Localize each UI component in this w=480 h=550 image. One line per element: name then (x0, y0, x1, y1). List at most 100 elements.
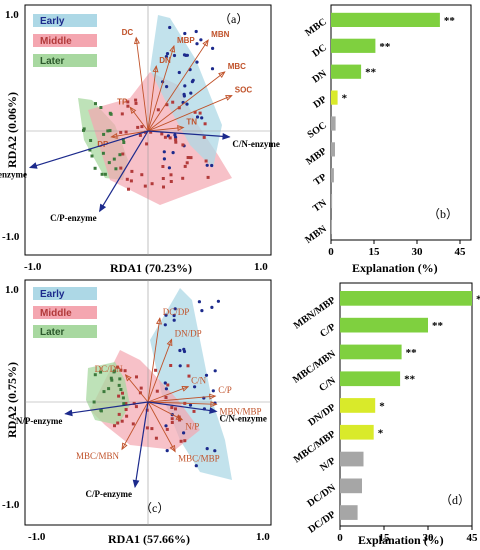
c-point-early (182, 431, 186, 435)
b-bar-label-8: MBN (303, 223, 329, 246)
a-point-early (164, 55, 168, 59)
d-bar-7 (340, 478, 362, 494)
c-point-early (178, 364, 182, 368)
a-point-middle (119, 166, 123, 170)
c-point-later (117, 383, 121, 387)
c-point-middle (177, 415, 181, 419)
c-env-arrowhead-6 (175, 414, 184, 421)
a-point-middle (160, 132, 164, 136)
a-point-early (199, 38, 203, 42)
d-xtick-0: 0 (337, 532, 343, 544)
a-point-middle (126, 100, 130, 104)
a-env-arrow-4 (147, 71, 225, 132)
c-point-early (216, 299, 220, 303)
a-point-middle (138, 133, 142, 137)
b-bar-label-7: TN (311, 197, 329, 214)
panel-c-label: （c） (140, 501, 169, 515)
c-point-middle (117, 394, 121, 398)
c-env-label-6: N/P (185, 422, 199, 432)
a-point-early (165, 52, 170, 56)
b-bar-label-3: DP (311, 94, 328, 111)
d-bar-sig-1: ** (432, 320, 444, 332)
a-env-arrowhead-1 (169, 44, 176, 53)
c-point-later (112, 370, 116, 374)
a-point-later (118, 153, 122, 157)
panel-b-xlabel: Explanation (%) (352, 261, 438, 275)
c-point-middle (119, 368, 123, 372)
d-bar-4 (340, 398, 376, 413)
a-point-middle (121, 152, 125, 156)
a-point-middle (185, 161, 189, 165)
a-point-middle (171, 100, 175, 104)
a-point-middle (198, 111, 202, 115)
panel-c-ytick-bottom: -1.0 (2, 499, 20, 511)
a-point-early (185, 102, 189, 106)
panel-a-ytick-top: 1.0 (5, 9, 19, 21)
c-env-arrowhead-3 (181, 385, 190, 392)
a-point-early (210, 67, 215, 71)
c-point-middle (134, 405, 138, 409)
c-point-early (193, 385, 197, 389)
a-env-label-0: DC (122, 28, 134, 37)
c-point-later (121, 396, 125, 400)
c-point-middle (166, 383, 170, 387)
a-point-middle (119, 130, 123, 134)
a-point-later (121, 138, 125, 142)
panel-a-vectors: DCMBPDNMBNMBCSOCTPDPTNC/N-enzymeN/P-enzy… (0, 28, 280, 223)
c-point-early (172, 313, 176, 318)
a-point-later (94, 102, 97, 106)
c-point-middle (124, 402, 128, 405)
a-point-middle (163, 135, 167, 139)
b-bar-sig-3: * (342, 93, 348, 105)
legend-a-later-swatch (33, 54, 97, 67)
panel-b-label: （b） (428, 207, 458, 221)
c-point-early (200, 309, 204, 313)
c-env-arrowhead-7 (121, 442, 128, 451)
a-env-arrowhead-7 (110, 132, 118, 139)
hull-early-c (150, 288, 232, 480)
b-bar-6 (331, 168, 334, 183)
c-point-later (99, 409, 103, 413)
a-point-middle (156, 108, 160, 112)
c-env-arrowhead-4 (209, 393, 217, 400)
c-point-early (213, 369, 217, 373)
c-point-later (93, 373, 97, 377)
d-bar-label-3: C/N (317, 375, 338, 394)
b-bar-1 (331, 38, 376, 53)
d-bar-label-7: DC/DN (305, 482, 338, 510)
legend-c-early: Early (40, 289, 65, 300)
a-point-middle (140, 125, 144, 129)
a-env-arrowhead-3 (202, 39, 209, 47)
panel-c-xlabel: RDA1 (57.66%) (108, 532, 190, 546)
c-enzyme-arrowhead-0 (209, 407, 218, 414)
c-point-early (173, 307, 177, 311)
c-env-arrow-3 (147, 386, 189, 403)
c-point-middle (187, 374, 191, 378)
a-point-middle (143, 184, 147, 188)
a-env-arrow-2 (147, 66, 157, 132)
a-env-arrowhead-2 (152, 64, 159, 73)
c-point-middle (170, 421, 174, 424)
a-point-later (88, 148, 92, 152)
a-point-early (165, 85, 169, 89)
a-point-middle (169, 180, 173, 183)
c-point-middle (123, 369, 127, 373)
a-point-middle (127, 187, 130, 191)
c-env-arrow-6 (147, 401, 183, 421)
a-point-early (184, 53, 188, 58)
a-env-arrow-7 (111, 130, 149, 138)
c-point-later (99, 370, 103, 374)
b-xtick-1: 15 (369, 246, 381, 258)
c-point-middle (116, 421, 120, 425)
d-bar-sig-3: ** (404, 374, 416, 386)
c-point-middle (121, 391, 124, 395)
c-point-middle (174, 407, 177, 411)
a-point-middle (134, 98, 138, 102)
b-bar-0 (331, 12, 440, 27)
a-point-later (100, 172, 104, 176)
c-point-early (205, 447, 209, 451)
c-point-middle (125, 414, 129, 418)
c-point-later (107, 387, 111, 391)
